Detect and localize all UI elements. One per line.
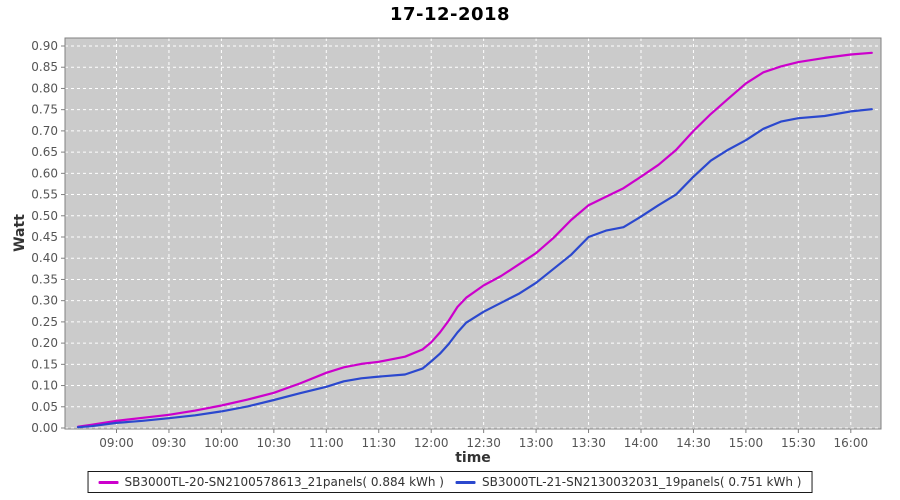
plot-border bbox=[64, 37, 882, 430]
y-tick-label: 0.90 bbox=[31, 39, 58, 53]
x-tick-label: 14:00 bbox=[624, 436, 659, 450]
y-tick-label: 0.40 bbox=[31, 251, 58, 265]
y-tick-label: 0.25 bbox=[31, 315, 58, 329]
series2-legend-label: SB3000TL-21-SN2130032031_19panels( 0.751… bbox=[482, 475, 802, 489]
series-line-1 bbox=[76, 51, 873, 428]
y-tick-label: 0.45 bbox=[31, 230, 58, 244]
y-tick-label: 0.55 bbox=[31, 188, 58, 202]
series-line-2 bbox=[76, 108, 873, 429]
y-tick-label: 0.30 bbox=[31, 294, 58, 308]
x-tick-label: 10:30 bbox=[257, 436, 292, 450]
x-tick-label: 12:00 bbox=[414, 436, 449, 450]
y-tick-label: 0.60 bbox=[31, 166, 58, 180]
series1-line-swatch bbox=[98, 480, 119, 484]
x-axis-label: time bbox=[455, 450, 491, 466]
series2-line-swatch bbox=[456, 480, 476, 484]
legend-item-series2: SB3000TL-21-SN2130032031_19panels( 0.751… bbox=[456, 475, 801, 489]
x-tick-label: 16:00 bbox=[834, 436, 869, 450]
y-tick-label: 0.05 bbox=[31, 400, 58, 414]
x-tick-label: 09:30 bbox=[152, 436, 187, 450]
x-tick-label: 12:30 bbox=[466, 436, 501, 450]
x-tick-label: 10:00 bbox=[204, 436, 239, 450]
y-tick-label: 0.80 bbox=[31, 81, 58, 95]
y-tick-label: 0.10 bbox=[31, 379, 58, 393]
x-tick-label: 14:30 bbox=[676, 436, 711, 450]
x-tick-label: 11:00 bbox=[309, 436, 344, 450]
y-tick-label: 0.65 bbox=[31, 145, 58, 159]
legend-box: SB3000TL-20-SN2100578613_21panels( 0.884… bbox=[87, 471, 813, 493]
series1-legend-label: SB3000TL-20-SN2100578613_21panels( 0.884… bbox=[124, 475, 444, 489]
y-tick-label: 0.15 bbox=[31, 357, 58, 371]
x-tick-label: 13:00 bbox=[519, 436, 554, 450]
y-tick-label: 0.85 bbox=[31, 60, 58, 74]
x-tick-label: 15:00 bbox=[729, 436, 764, 450]
x-tick-label: 11:30 bbox=[361, 436, 396, 450]
y-tick-label: 0.00 bbox=[31, 421, 58, 435]
y-tick-label: 0.35 bbox=[31, 272, 58, 286]
plot-background bbox=[64, 37, 882, 430]
y-axis-label: Watt bbox=[12, 214, 28, 252]
x-tick-label: 13:30 bbox=[571, 436, 606, 450]
x-tick-label: 09:00 bbox=[99, 436, 134, 450]
y-tick-label: 0.75 bbox=[31, 103, 58, 117]
y-tick-label: 0.50 bbox=[31, 209, 58, 223]
y-tick-label: 0.20 bbox=[31, 336, 58, 350]
chart-title: 17-12-2018 bbox=[389, 4, 511, 25]
x-tick-label: 15:30 bbox=[781, 436, 816, 450]
legend-item-series1: SB3000TL-20-SN2100578613_21panels( 0.884… bbox=[98, 475, 444, 489]
y-tick-label: 0.70 bbox=[31, 124, 58, 138]
